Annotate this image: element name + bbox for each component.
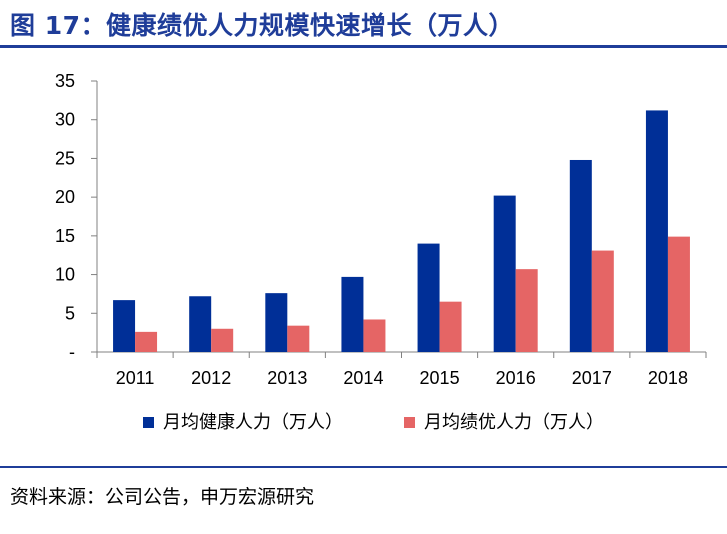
title-divider [0, 45, 727, 48]
legend-label: 月均健康人力（万人） [163, 412, 343, 433]
y-tick-label: 35 [55, 71, 75, 91]
bar-health-2016 [493, 195, 516, 352]
bar-top-2012 [211, 328, 234, 352]
x-tick-label: 2018 [648, 368, 688, 388]
x-tick-label: 2016 [496, 368, 536, 388]
bar-top-2016 [515, 269, 538, 352]
y-tick-label: 15 [55, 226, 75, 246]
bar-top-2011 [135, 331, 158, 352]
bar-health-2013 [265, 293, 288, 352]
y-tick-label: 25 [55, 148, 75, 168]
bar-health-2015 [417, 243, 440, 352]
y-tick-label: 5 [65, 303, 75, 323]
x-tick-label: 2012 [191, 368, 231, 388]
figure-title: 图 17：健康绩优人力规模快速增长（万人） [10, 11, 514, 40]
bar-health-2018 [645, 110, 668, 353]
x-tick-label: 2013 [267, 368, 307, 388]
bar-health-2012 [189, 296, 212, 352]
source-note: 资料来源：公司公告，申万宏源研究 [10, 486, 315, 508]
bar-top-2018 [667, 236, 690, 352]
chart-bars [113, 110, 690, 353]
legend-swatch [143, 417, 154, 428]
x-tick-label: 2014 [343, 368, 383, 388]
y-tick-label: 30 [55, 110, 75, 130]
bar-health-2014 [341, 276, 364, 352]
chart-legend: 月均健康人力（万人） 月均绩优人力（万人） [143, 412, 604, 433]
x-tick-label: 2011 [116, 368, 155, 388]
legend-swatch [404, 417, 415, 428]
bar-top-2013 [287, 325, 310, 352]
x-tick-label: 2017 [572, 368, 612, 388]
bar-health-2017 [569, 159, 592, 352]
bar-top-2015 [439, 301, 462, 352]
bar-top-2017 [591, 250, 614, 352]
chart-labels: - 5 10 15 20 25 30 35 2011 2012 2013 2014 2015 2016 20… [55, 71, 688, 388]
footer-divider [0, 466, 727, 468]
y-tick-label: 10 [55, 265, 75, 285]
x-tick-label: 2015 [420, 368, 460, 388]
bar-top-2014 [363, 319, 386, 352]
bar-health-2011 [113, 300, 136, 352]
y-tick-label: - [69, 342, 75, 362]
y-tick-label: 20 [55, 187, 75, 207]
legend-label: 月均绩优人力（万人） [424, 412, 604, 433]
